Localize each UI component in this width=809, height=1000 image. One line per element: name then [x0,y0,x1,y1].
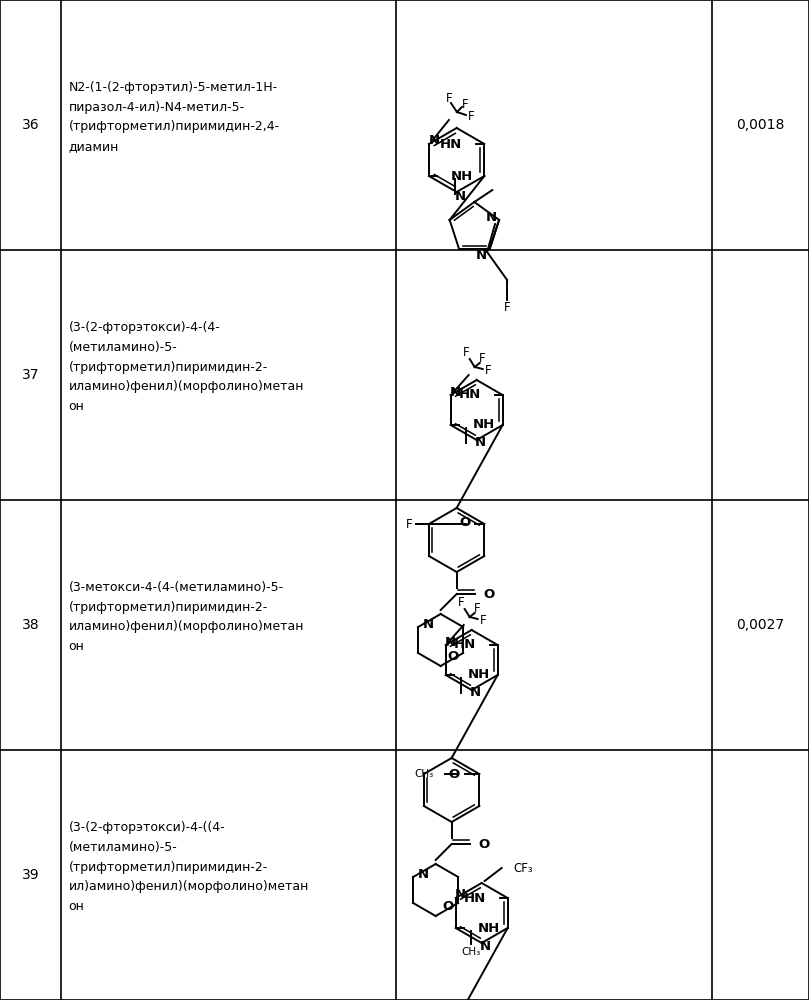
Text: N: N [450,385,461,398]
Text: N: N [475,436,486,450]
Text: F: F [446,92,452,104]
Text: O: O [447,650,458,662]
Text: F: F [464,347,470,360]
Text: 36: 36 [22,118,39,132]
Text: NH: NH [477,922,500,934]
Text: HN: HN [440,137,463,150]
Text: N: N [455,888,466,902]
Text: (3-(2-фторэтокси)-4-((4-
(метиламино)-5-
(трифторметил)пиримидин-2-
ил)амино)фен: (3-(2-фторэтокси)-4-((4- (метиламино)-5-… [69,822,309,912]
Text: N: N [486,211,497,224]
Text: F: F [468,109,474,122]
Text: 38: 38 [22,618,39,632]
Text: O: O [484,587,495,600]
Text: F: F [485,363,492,376]
Text: F: F [504,301,510,314]
Text: F: F [459,596,465,609]
Text: N2-(1-(2-фторэтил)-5-метил-1Н-
пиразол-4-ил)-N4-метил-5-
(трифторметил)пиримидин: N2-(1-(2-фторэтил)-5-метил-1Н- пиразол-4… [69,81,280,153]
Text: HN: HN [459,388,481,401]
Text: N: N [445,636,456,648]
Text: N: N [418,867,430,880]
Text: (3-метокси-4-(4-(метиламино)-5-
(трифторметил)пиримидин-2-
иламино)фенил)(морфол: (3-метокси-4-(4-(метиламино)-5- (трифтор… [69,581,304,653]
Text: N: N [470,686,481,700]
Text: O: O [460,516,470,530]
Text: F: F [480,353,486,365]
Text: CF₃: CF₃ [514,861,533,874]
Text: (3-(2-фторэтокси)-4-(4-
(метиламино)-5-
(трифторметил)пиримидин-2-
иламино)фенил: (3-(2-фторэтокси)-4-(4- (метиламино)-5- … [69,322,304,412]
Text: HN: HN [464,892,485,904]
Text: N: N [476,249,487,262]
Text: 37: 37 [22,368,39,382]
Text: 39: 39 [22,868,39,882]
Text: CH₃: CH₃ [414,769,434,779]
Text: F: F [462,98,468,110]
Text: NH: NH [468,668,490,682]
Text: NH: NH [472,418,495,432]
Text: NH: NH [451,169,473,182]
Text: 0,0027: 0,0027 [736,618,785,632]
Text: F: F [406,518,413,530]
Text: O: O [442,900,453,912]
Text: N: N [480,940,491,952]
Text: F: F [481,613,487,626]
Text: HN: HN [453,639,476,652]
Text: F: F [474,602,481,615]
Text: N: N [455,190,466,202]
Text: 0,0018: 0,0018 [736,118,785,132]
Text: N: N [423,617,434,631]
Text: O: O [448,768,460,780]
Text: O: O [479,838,490,850]
Text: N: N [429,134,439,147]
Text: CH₃: CH₃ [461,947,481,957]
